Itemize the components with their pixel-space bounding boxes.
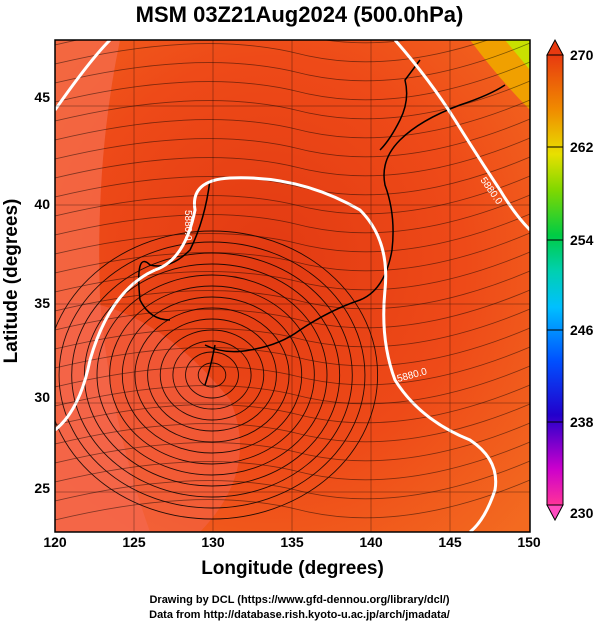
colorbar-tick-label: 270 <box>570 47 594 63</box>
y-tick-label: 45 <box>34 89 50 105</box>
cold-corner-ne <box>470 40 530 110</box>
colorbar-tick-label: 238 <box>570 414 594 430</box>
x-tick-label: 130 <box>201 534 225 550</box>
plot-frame <box>54 39 531 533</box>
colorbar-top-arrow <box>546 38 564 56</box>
colorbar-tick-label: 254 <box>570 232 594 248</box>
graticule <box>55 40 530 532</box>
contour-label: 5880.0 <box>182 210 193 241</box>
cold-corner-ne-inner <box>505 40 530 70</box>
chart-title: MSM 03Z21Aug2024 (500.0hPa) <box>135 2 464 27</box>
colorbar-tick-label: 230 <box>570 505 594 521</box>
x-tick-label: 125 <box>122 534 146 550</box>
y-tick-label: 40 <box>34 196 50 212</box>
y-tick-label: 25 <box>34 480 50 496</box>
x-tick-label: 135 <box>280 534 304 550</box>
x-tick-label: 120 <box>43 534 67 550</box>
colorbar-tick-label: 262 <box>570 139 594 155</box>
colorbar-bottom-arrow <box>546 504 564 522</box>
x-tick-label: 145 <box>438 534 462 550</box>
coastlines <box>138 59 506 386</box>
colorbar-ticks <box>547 146 563 423</box>
y-tick-label: 30 <box>34 389 50 405</box>
colorbar-tick-label: 246 <box>570 322 594 338</box>
x-tick-label: 140 <box>359 534 383 550</box>
streamlines <box>55 40 530 521</box>
colorbar <box>546 54 564 506</box>
credit-line: Drawing by DCL (https://www.gfd-dennou.o… <box>149 594 450 606</box>
credit-line: Data from http://database.rish.kyoto-u.a… <box>149 609 450 621</box>
contours-5880 <box>55 40 530 532</box>
map-plot-area: 5880.0 5880.0 5880.0 <box>55 40 530 532</box>
y-tick-label: 35 <box>34 295 50 311</box>
y-axis-label: Latitude (degrees) <box>1 198 22 364</box>
x-tick-label: 150 <box>517 534 541 550</box>
x-axis-label: Longitude (degrees) <box>201 558 384 579</box>
